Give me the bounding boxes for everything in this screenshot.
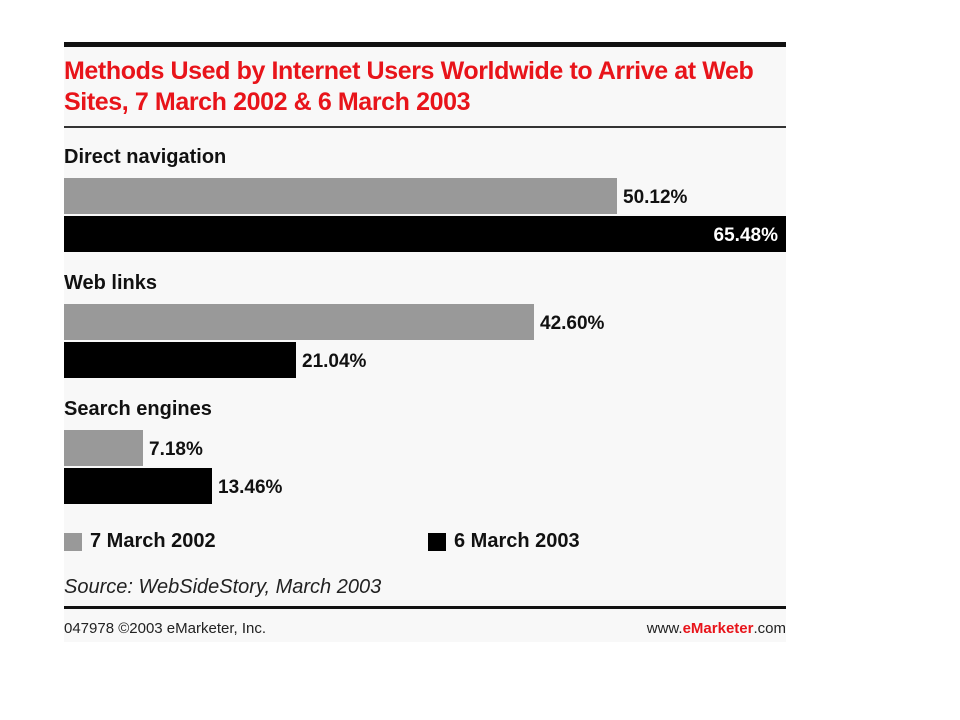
data-label-2003-direct-navigation: 65.48% xyxy=(714,225,779,246)
chart-title: Methods Used by Internet Users Worldwide… xyxy=(64,57,754,116)
bar-plot: 50.12% 65.48% 42.60% 21.04% 7.18% 13.46% xyxy=(64,178,786,504)
category-label-web-links: Web links xyxy=(64,272,157,294)
legend-item-2003: 6 March 2003 xyxy=(428,530,580,553)
bar-2002-search-engines xyxy=(64,430,143,466)
legend: 7 March 2002 6 March 2003 xyxy=(64,530,786,556)
footer-copyright: 047978 ©2003 eMarketer, Inc. xyxy=(64,620,267,637)
footer-website-prefix: www. xyxy=(646,620,683,637)
legend-label-2003: 6 March 2003 xyxy=(454,530,580,552)
bar-2003-direct-navigation xyxy=(64,216,786,252)
title-rule xyxy=(64,126,786,128)
category-label-direct-navigation: Direct navigation xyxy=(64,146,227,168)
data-label-2003-web-links: 21.04% xyxy=(302,351,367,372)
legend-label-2002: 7 March 2002 xyxy=(90,530,216,552)
bar-2003-search-engines xyxy=(64,468,212,504)
data-label-2003-search-engines: 13.46% xyxy=(218,477,283,498)
data-label-2002-web-links: 42.60% xyxy=(540,313,605,334)
top-rule xyxy=(64,42,786,47)
chart-panel: Methods Used by Internet Users Worldwide… xyxy=(64,42,786,642)
bottom-rule xyxy=(64,606,786,609)
category-label-search-engines: Search engines xyxy=(64,398,212,420)
data-label-2002-direct-navigation: 50.12% xyxy=(623,187,688,208)
legend-swatch-2003 xyxy=(428,532,446,551)
legend-swatch-2002 xyxy=(64,532,82,551)
footer-website-suffix: .com xyxy=(753,620,786,637)
bar-2002-direct-navigation xyxy=(64,178,617,214)
bar-2002-web-links xyxy=(64,304,534,340)
source-note: Source: WebSideStory, March 2003 xyxy=(64,576,382,598)
legend-item-2002: 7 March 2002 xyxy=(64,530,216,553)
footer-website: www.eMarketer.com xyxy=(647,620,786,637)
footer-website-brand: eMarketer xyxy=(682,620,754,637)
bar-2003-web-links xyxy=(64,342,296,378)
data-label-2002-search-engines: 7.18% xyxy=(149,439,203,460)
